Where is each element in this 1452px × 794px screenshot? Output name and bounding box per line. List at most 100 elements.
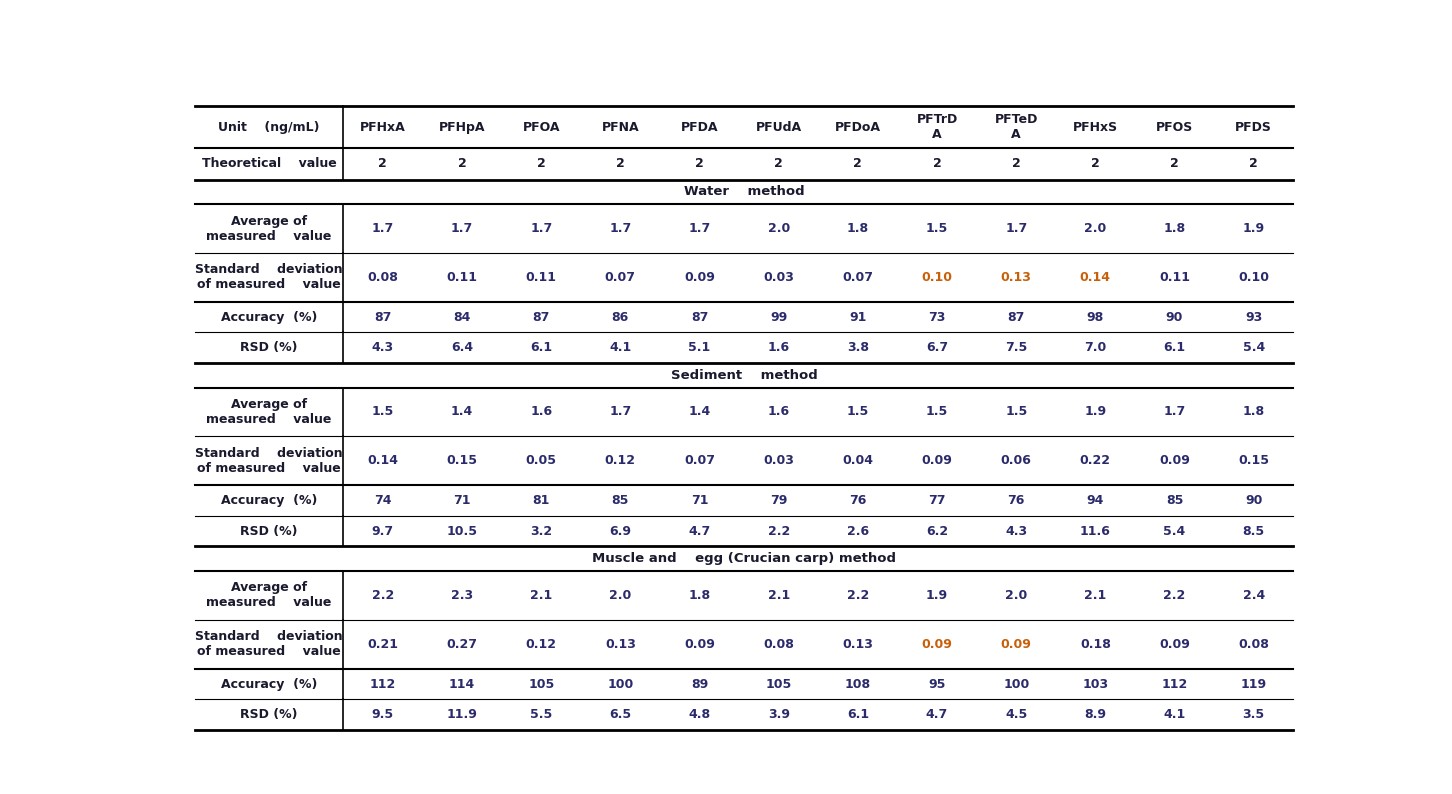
Text: 6.5: 6.5 <box>610 708 632 721</box>
Text: Standard    deviation
of measured    value: Standard deviation of measured value <box>196 630 343 658</box>
Text: 71: 71 <box>453 494 470 507</box>
Text: 6.7: 6.7 <box>926 341 948 354</box>
Text: 0.12: 0.12 <box>605 454 636 468</box>
Text: 119: 119 <box>1240 677 1266 691</box>
Text: 3.9: 3.9 <box>768 708 790 721</box>
Text: 2: 2 <box>537 157 546 170</box>
Text: 2.3: 2.3 <box>452 589 473 602</box>
Text: 100: 100 <box>1003 677 1029 691</box>
Text: 1.7: 1.7 <box>1163 406 1186 418</box>
Text: 9.5: 9.5 <box>372 708 393 721</box>
Text: 1.9: 1.9 <box>1243 222 1265 235</box>
Text: 1.5: 1.5 <box>926 406 948 418</box>
Text: 2.4: 2.4 <box>1243 589 1265 602</box>
Text: 99: 99 <box>770 310 787 324</box>
Text: 0.22: 0.22 <box>1080 454 1111 468</box>
Text: 0.08: 0.08 <box>1239 638 1269 651</box>
Text: 1.5: 1.5 <box>372 406 393 418</box>
Text: 0.09: 0.09 <box>684 271 714 284</box>
Text: 93: 93 <box>1244 310 1262 324</box>
Text: PFTrD
A: PFTrD A <box>916 113 958 141</box>
Text: 2: 2 <box>1170 157 1179 170</box>
Text: 76: 76 <box>849 494 867 507</box>
Text: 3.5: 3.5 <box>1243 708 1265 721</box>
Text: 0.21: 0.21 <box>367 638 398 651</box>
Text: 6.1: 6.1 <box>847 708 868 721</box>
Text: Average of
measured    value: Average of measured value <box>206 214 333 242</box>
Text: 4.1: 4.1 <box>1163 708 1186 721</box>
Text: 9.7: 9.7 <box>372 525 393 538</box>
Text: 1.7: 1.7 <box>452 222 473 235</box>
Text: 6.1: 6.1 <box>530 341 552 354</box>
Text: 112: 112 <box>370 677 396 691</box>
Text: 2.2: 2.2 <box>847 589 868 602</box>
Text: PFOA: PFOA <box>523 121 560 133</box>
Text: 0.14: 0.14 <box>367 454 398 468</box>
Text: 105: 105 <box>765 677 791 691</box>
Text: 0.11: 0.11 <box>1159 271 1191 284</box>
Text: Accuracy  (%): Accuracy (%) <box>221 310 318 324</box>
Text: 5.1: 5.1 <box>688 341 710 354</box>
Text: PFUdA: PFUdA <box>755 121 802 133</box>
Text: 81: 81 <box>533 494 550 507</box>
Text: PFHxS: PFHxS <box>1073 121 1118 133</box>
Text: 2.0: 2.0 <box>1005 589 1028 602</box>
Text: 2.0: 2.0 <box>768 222 790 235</box>
Text: Standard    deviation
of measured    value: Standard deviation of measured value <box>196 264 343 291</box>
Text: 0.05: 0.05 <box>526 454 556 468</box>
Text: 0.10: 0.10 <box>1239 271 1269 284</box>
Text: 91: 91 <box>849 310 867 324</box>
Text: 2: 2 <box>854 157 862 170</box>
Text: 2: 2 <box>379 157 388 170</box>
Text: 0.12: 0.12 <box>526 638 556 651</box>
Text: 98: 98 <box>1086 310 1104 324</box>
Text: 2: 2 <box>696 157 704 170</box>
Text: 0.06: 0.06 <box>1000 454 1031 468</box>
Text: 74: 74 <box>375 494 392 507</box>
Text: 2: 2 <box>774 157 783 170</box>
Text: 0.13: 0.13 <box>842 638 873 651</box>
Text: 1.5: 1.5 <box>926 222 948 235</box>
Text: 0.11: 0.11 <box>447 271 478 284</box>
Text: 1.6: 1.6 <box>768 406 790 418</box>
Text: 0.14: 0.14 <box>1080 271 1111 284</box>
Text: 1.5: 1.5 <box>847 406 868 418</box>
Text: 0.13: 0.13 <box>1000 271 1031 284</box>
Text: 94: 94 <box>1086 494 1104 507</box>
Text: 1.5: 1.5 <box>1005 406 1028 418</box>
Text: PFOS: PFOS <box>1156 121 1194 133</box>
Text: PFNA: PFNA <box>601 121 639 133</box>
Text: 3.2: 3.2 <box>530 525 552 538</box>
Text: 1.7: 1.7 <box>688 222 710 235</box>
Text: 77: 77 <box>928 494 945 507</box>
Text: 71: 71 <box>691 494 709 507</box>
Text: 8.5: 8.5 <box>1243 525 1265 538</box>
Text: 2: 2 <box>1249 157 1257 170</box>
Text: 112: 112 <box>1162 677 1188 691</box>
Text: 4.3: 4.3 <box>1005 525 1027 538</box>
Text: 4.8: 4.8 <box>688 708 710 721</box>
Text: 1.6: 1.6 <box>768 341 790 354</box>
Text: 114: 114 <box>449 677 475 691</box>
Text: PFDA: PFDA <box>681 121 719 133</box>
Text: 1.4: 1.4 <box>452 406 473 418</box>
Text: 2: 2 <box>932 157 941 170</box>
Text: Sediment    method: Sediment method <box>671 368 817 382</box>
Text: Muscle and    egg (Crucian carp) method: Muscle and egg (Crucian carp) method <box>592 552 896 565</box>
Text: 0.10: 0.10 <box>922 271 953 284</box>
Text: 4.7: 4.7 <box>926 708 948 721</box>
Text: 0.15: 0.15 <box>447 454 478 468</box>
Text: 6.9: 6.9 <box>610 525 632 538</box>
Text: 0.08: 0.08 <box>367 271 398 284</box>
Text: 2.2: 2.2 <box>1163 589 1186 602</box>
Text: 0.11: 0.11 <box>526 271 556 284</box>
Text: 2.1: 2.1 <box>1085 589 1106 602</box>
Text: 1.8: 1.8 <box>1163 222 1186 235</box>
Text: 0.09: 0.09 <box>1159 454 1191 468</box>
Text: 8.9: 8.9 <box>1085 708 1106 721</box>
Text: 4.7: 4.7 <box>688 525 710 538</box>
Text: 0.09: 0.09 <box>1159 638 1191 651</box>
Text: 1.8: 1.8 <box>1243 406 1265 418</box>
Text: 2.1: 2.1 <box>530 589 552 602</box>
Text: 1.7: 1.7 <box>610 406 632 418</box>
